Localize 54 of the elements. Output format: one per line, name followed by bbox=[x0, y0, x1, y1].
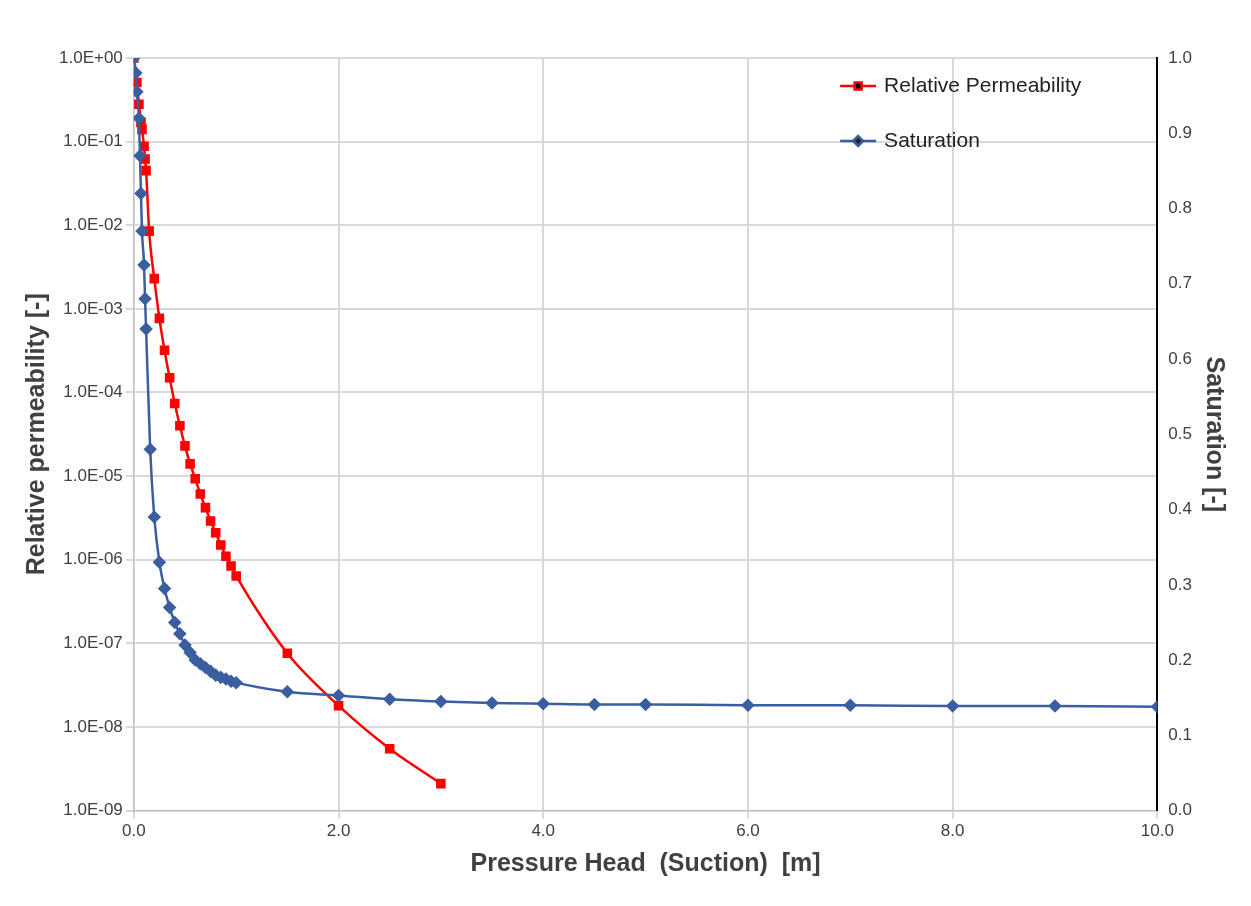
point bbox=[282, 648, 293, 659]
point bbox=[180, 441, 190, 451]
point bbox=[195, 489, 206, 499]
point bbox=[190, 473, 201, 484]
y-tick-label: 1.0E+00 bbox=[59, 47, 123, 67]
point bbox=[210, 528, 221, 538]
point bbox=[200, 502, 211, 513]
y-tick-label: 1.0E-02 bbox=[63, 214, 123, 234]
x-tick-label: 2.0 bbox=[326, 821, 351, 841]
y-tick-label: 1.0E-09 bbox=[63, 800, 123, 820]
y2-tick-label: 0.8 bbox=[1168, 198, 1193, 218]
point bbox=[333, 700, 344, 711]
y2-tick-label: 0.2 bbox=[1168, 649, 1193, 669]
point bbox=[384, 743, 395, 754]
x-axis-title: Pressure Head (Suction) [m] bbox=[470, 847, 821, 876]
legend-label: Relative Permeability bbox=[884, 72, 1082, 96]
point bbox=[221, 551, 231, 562]
point bbox=[185, 459, 195, 469]
point bbox=[231, 571, 241, 581]
x-tick-label: 10.0 bbox=[1140, 821, 1174, 841]
x-tick-label: 4.0 bbox=[531, 821, 556, 841]
y2-tick-label: 1.0 bbox=[1168, 47, 1193, 67]
y-tick-label: 1.0E-01 bbox=[63, 131, 123, 151]
point bbox=[164, 372, 175, 383]
y2-tick-label: 0.6 bbox=[1168, 348, 1193, 368]
legend-label: Saturation bbox=[884, 127, 980, 151]
x-tick-label: 8.0 bbox=[940, 821, 965, 841]
point bbox=[141, 165, 151, 176]
point bbox=[205, 516, 216, 526]
point bbox=[226, 561, 236, 571]
y-tick-label: 1.0E-07 bbox=[63, 633, 123, 653]
y2-tick-label: 0.0 bbox=[1168, 800, 1193, 820]
y2-tick-label: 0.9 bbox=[1168, 122, 1193, 142]
y2-tick-label: 0.3 bbox=[1168, 574, 1193, 594]
x-tick-label: 6.0 bbox=[736, 821, 760, 841]
y-tick-label: 1.0E-06 bbox=[63, 549, 123, 569]
point bbox=[175, 420, 185, 431]
y2-axis-title: Saturation [-] bbox=[1202, 356, 1231, 513]
y-axis-title: Relative permeability [-] bbox=[20, 293, 49, 576]
point bbox=[436, 778, 446, 789]
y-tick-label: 1.0E-08 bbox=[63, 716, 123, 736]
x-tick-label: 0.0 bbox=[121, 821, 146, 841]
y2-tick-label: 0.5 bbox=[1168, 423, 1193, 443]
y2-tick-label: 0.7 bbox=[1168, 273, 1193, 293]
point bbox=[149, 273, 160, 284]
y-tick-label: 1.0E-04 bbox=[63, 382, 123, 402]
y-tick-label: 1.0E-03 bbox=[63, 298, 123, 318]
point bbox=[159, 345, 170, 356]
point bbox=[154, 313, 165, 324]
point bbox=[169, 398, 180, 409]
point bbox=[216, 540, 226, 550]
y2-tick-label: 0.4 bbox=[1168, 499, 1193, 519]
y2-tick-label: 0.1 bbox=[1168, 725, 1193, 745]
y-tick-label: 1.0E-05 bbox=[63, 465, 123, 485]
